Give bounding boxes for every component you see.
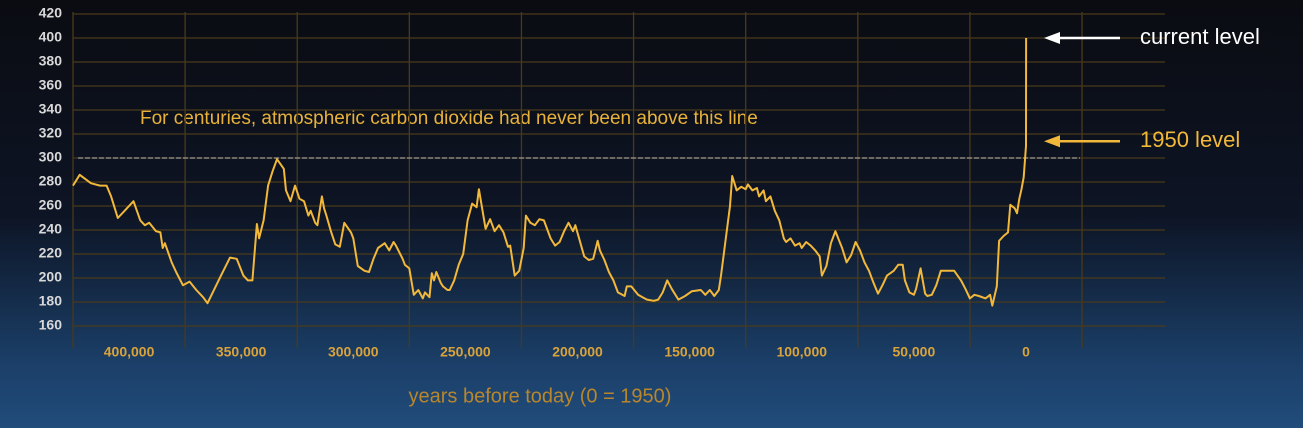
annotation-label: 1950 level: [1140, 127, 1240, 152]
x-axis-title: years before today (0 = 1950): [409, 385, 672, 407]
y-tick-label: 240: [39, 221, 63, 237]
y-tick-label: 200: [39, 269, 63, 285]
x-tick-label: 300,000: [328, 344, 379, 360]
y-tick-label: 160: [39, 317, 63, 333]
y-tick-label: 280: [39, 173, 63, 189]
co2-line: [72, 37, 1028, 307]
y-tick-label: 320: [39, 125, 63, 141]
x-tick-label: 400,000: [104, 344, 155, 360]
x-tick-label: 0: [1022, 344, 1030, 360]
x-tick-label: 250,000: [440, 344, 491, 360]
y-tick-label: 340: [39, 101, 63, 117]
annotation-note: For centuries, atmospheric carbon dioxid…: [140, 108, 758, 129]
x-tick-label: 200,000: [552, 344, 603, 360]
x-tick-label: 350,000: [216, 344, 267, 360]
annotation-label: current level: [1140, 24, 1260, 49]
y-tick-label: 300: [39, 149, 63, 165]
arrow-head: [1044, 135, 1060, 148]
x-tick-label: 100,000: [776, 344, 827, 360]
x-tick-label: 50,000: [892, 344, 935, 360]
y-tick-label: 360: [39, 77, 63, 93]
y-tick-label: 380: [39, 53, 63, 69]
y-tick-label: 220: [39, 245, 63, 261]
y-tick-label: 420: [39, 5, 63, 21]
y-tick-label: 260: [39, 197, 63, 213]
x-tick-label: 150,000: [664, 344, 715, 360]
arrow-head: [1044, 32, 1060, 44]
y-tick-label: 400: [39, 29, 63, 45]
y-tick-label: 180: [39, 293, 63, 309]
